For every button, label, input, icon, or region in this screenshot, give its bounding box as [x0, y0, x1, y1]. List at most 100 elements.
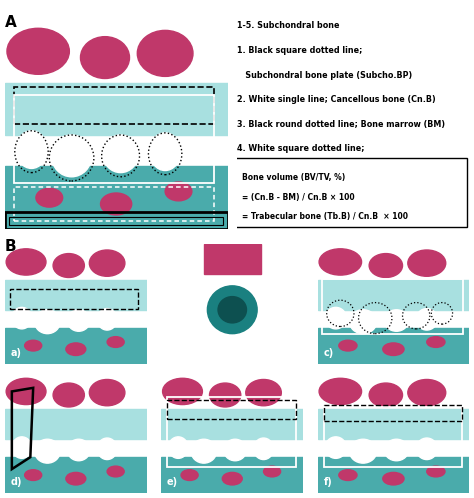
Bar [5, 212, 228, 229]
Ellipse shape [36, 188, 63, 207]
Ellipse shape [35, 439, 60, 463]
Text: e): e) [167, 477, 178, 487]
Ellipse shape [53, 383, 84, 407]
Ellipse shape [210, 383, 241, 407]
FancyBboxPatch shape [235, 158, 467, 227]
Ellipse shape [66, 473, 86, 485]
Bar [161, 457, 303, 493]
Bar [161, 409, 303, 439]
Text: Subcho.BP of growth plate (Subcho.BP.GP): Subcho.BP of growth plate (Subcho.BP.GP) [237, 169, 439, 178]
Ellipse shape [6, 378, 46, 404]
Ellipse shape [408, 250, 446, 276]
Ellipse shape [339, 470, 357, 481]
Ellipse shape [97, 309, 117, 330]
Bar [5, 457, 147, 493]
Ellipse shape [66, 343, 86, 356]
Ellipse shape [369, 253, 402, 277]
Ellipse shape [319, 378, 362, 404]
Ellipse shape [208, 286, 257, 334]
Bar [324, 407, 462, 467]
Ellipse shape [427, 337, 445, 348]
Ellipse shape [339, 340, 357, 351]
Ellipse shape [222, 473, 242, 485]
Ellipse shape [100, 193, 132, 215]
Ellipse shape [325, 437, 346, 458]
Bar [167, 400, 296, 419]
Ellipse shape [67, 439, 90, 461]
Ellipse shape [52, 135, 91, 177]
Text: d): d) [10, 477, 22, 487]
Bar [318, 280, 469, 310]
Ellipse shape [254, 438, 273, 460]
Ellipse shape [384, 439, 409, 461]
Ellipse shape [163, 378, 202, 404]
Ellipse shape [12, 437, 32, 458]
Text: = (Cn.B - BM) / Cn.B × 100: = (Cn.B - BM) / Cn.B × 100 [242, 193, 354, 202]
Ellipse shape [89, 379, 125, 406]
Bar [5, 409, 147, 439]
Bar [204, 244, 261, 274]
Bar [324, 404, 462, 421]
Ellipse shape [81, 37, 129, 79]
Bar [14, 187, 214, 221]
Bar [10, 289, 138, 309]
Bar [5, 280, 147, 310]
Text: 4. White square dotted line;: 4. White square dotted line; [237, 144, 365, 153]
Bar [322, 279, 463, 334]
Ellipse shape [12, 307, 32, 329]
Ellipse shape [349, 439, 377, 463]
Text: = Trabecular bone (Tb.B) / Cn.B  × 100: = Trabecular bone (Tb.B) / Cn.B × 100 [242, 212, 408, 221]
Ellipse shape [181, 470, 198, 481]
Ellipse shape [416, 309, 438, 330]
Ellipse shape [89, 250, 125, 276]
Text: c): c) [324, 348, 334, 358]
Text: B: B [5, 239, 17, 254]
Ellipse shape [383, 473, 404, 485]
Ellipse shape [191, 439, 217, 463]
Ellipse shape [168, 437, 188, 458]
Ellipse shape [218, 297, 246, 323]
Text: a): a) [10, 348, 21, 358]
Bar [5, 328, 147, 364]
Bar [14, 87, 214, 124]
Bar [318, 409, 469, 439]
Ellipse shape [6, 249, 46, 275]
Bar [5, 83, 228, 135]
Bar [9, 217, 223, 225]
Ellipse shape [16, 131, 47, 168]
Ellipse shape [384, 310, 409, 331]
Ellipse shape [25, 340, 42, 351]
Ellipse shape [165, 182, 192, 201]
Ellipse shape [137, 30, 193, 76]
Bar [318, 457, 469, 493]
Ellipse shape [369, 383, 402, 407]
Text: Subchondral bone plate (Subcho.BP): Subchondral bone plate (Subcho.BP) [237, 71, 412, 80]
Ellipse shape [149, 133, 181, 170]
Ellipse shape [107, 337, 124, 348]
Ellipse shape [103, 135, 138, 173]
Text: 1-5. Subchondral bone: 1-5. Subchondral bone [237, 21, 339, 30]
Text: 2. White single line; Cancellous bone (Cn.B): 2. White single line; Cancellous bone (C… [237, 95, 436, 104]
Text: 5. Black double line; Cortical bone (Ct.B): 5. Black double line; Cortical bone (Ct.… [237, 194, 421, 203]
Ellipse shape [416, 438, 438, 460]
Ellipse shape [107, 466, 124, 477]
Text: b): b) [167, 348, 179, 358]
Text: A: A [5, 15, 17, 30]
Ellipse shape [53, 253, 84, 277]
Ellipse shape [427, 466, 445, 477]
Ellipse shape [319, 249, 362, 275]
Bar [167, 397, 296, 467]
Bar [14, 95, 214, 183]
Ellipse shape [408, 379, 446, 406]
Ellipse shape [246, 379, 281, 406]
Ellipse shape [7, 28, 69, 74]
Text: 1. Black square dotted line;: 1. Black square dotted line; [237, 46, 363, 55]
Ellipse shape [67, 310, 90, 331]
Text: Bone volume (BV/TV, %): Bone volume (BV/TV, %) [242, 173, 345, 182]
Ellipse shape [349, 310, 377, 334]
Ellipse shape [25, 470, 42, 481]
Ellipse shape [97, 438, 117, 460]
Text: 3. Black round dotted line; Bone marrow (BM): 3. Black round dotted line; Bone marrow … [237, 120, 445, 129]
Text: f): f) [324, 477, 332, 487]
Ellipse shape [264, 466, 281, 477]
